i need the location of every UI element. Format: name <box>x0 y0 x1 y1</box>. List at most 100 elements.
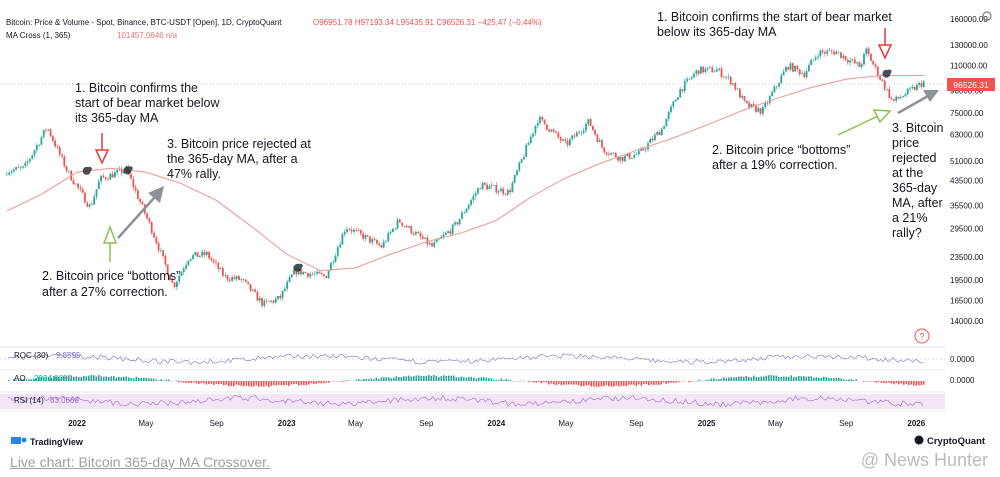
price-candle <box>38 144 40 146</box>
annotation-right-1-line-1: 1. Bitcoin confirms the start of bear ma… <box>657 10 892 24</box>
price-candle <box>920 83 923 87</box>
ao-bar <box>455 377 458 381</box>
price-candle <box>713 71 716 73</box>
ao-bar <box>138 377 140 381</box>
price-candle <box>771 92 773 97</box>
ao-bar <box>880 381 883 383</box>
price-candle <box>355 229 358 231</box>
price-candle <box>467 204 470 209</box>
price-candle <box>759 108 762 114</box>
ao-bar <box>450 375 453 381</box>
ao-bar <box>313 381 315 384</box>
price-candle <box>897 96 900 99</box>
ao-bar <box>788 376 790 381</box>
ao-bar <box>573 381 575 385</box>
ao-bar <box>93 375 95 381</box>
price-candle <box>706 67 709 69</box>
price-candle <box>366 235 369 237</box>
price-candle <box>564 139 567 141</box>
price-candle <box>867 48 870 55</box>
ao-bar <box>908 381 910 386</box>
ao-bar <box>423 376 425 381</box>
ao-bar <box>503 380 505 381</box>
ao-bar <box>903 381 905 385</box>
y-tick-label: 23500.00 <box>950 253 984 262</box>
caption-link[interactable]: Live chart: Bitcoin 365-day MA Crossover… <box>10 454 270 470</box>
price-candle <box>357 230 360 231</box>
price-candle <box>463 212 466 214</box>
ao-bar <box>293 381 295 385</box>
ao-bar <box>105 376 108 381</box>
ao-bar <box>475 378 478 381</box>
price-candle <box>412 233 415 235</box>
y-tick-label: 19500.00 <box>950 276 984 285</box>
price-candle <box>764 103 767 108</box>
price-candle <box>74 183 77 185</box>
ao-bar <box>853 380 855 381</box>
ao-bar <box>795 376 798 381</box>
ao-bar <box>813 377 815 381</box>
ao-bar <box>90 375 93 381</box>
price-candle <box>562 139 564 141</box>
ao-bar <box>810 376 813 381</box>
ao-bar <box>695 381 698 382</box>
y-tick-label: 63000.00 <box>950 131 984 140</box>
price-candle <box>555 131 557 133</box>
info-icon[interactable] <box>914 328 930 344</box>
price-candle <box>693 73 695 78</box>
y-tick-label: 16500.00 <box>950 297 984 306</box>
ao-bar <box>445 375 448 381</box>
ao-bar <box>53 376 55 381</box>
price-candle <box>353 229 355 232</box>
ao-bar <box>303 381 305 385</box>
ao-bar <box>773 375 775 381</box>
settings-icon[interactable] <box>982 11 992 21</box>
ao-bar <box>363 379 365 381</box>
ao-bar <box>805 376 808 381</box>
ao-bar <box>580 381 583 387</box>
ao-bar <box>620 381 623 386</box>
ao-bar <box>13 379 15 381</box>
price-candle <box>513 175 516 183</box>
price-candle <box>624 156 626 162</box>
ao-bar <box>650 381 653 385</box>
ao-bar <box>78 377 80 381</box>
price-candle <box>734 83 737 90</box>
ao-bar <box>745 376 748 381</box>
ao-bar <box>70 375 73 381</box>
price-candle <box>614 153 617 158</box>
ao-bar <box>885 381 888 384</box>
price-candle <box>293 268 295 275</box>
price-candle <box>178 276 181 282</box>
x-tick-label: Sep <box>839 419 854 428</box>
price-candle <box>187 260 190 265</box>
price-candle <box>263 300 266 306</box>
price-candle <box>343 231 346 235</box>
price-candle <box>596 134 599 142</box>
ao-bar <box>553 381 555 385</box>
price-candle <box>256 291 259 301</box>
price-candle <box>778 83 780 87</box>
price-candle <box>552 129 555 132</box>
ao-bar <box>375 377 378 381</box>
price-candle <box>548 129 551 132</box>
price-candle <box>378 243 380 246</box>
ao-bar <box>568 381 570 385</box>
price-candle <box>134 187 137 191</box>
ao-bar <box>340 381 343 382</box>
price-candle <box>837 51 840 53</box>
price-candle <box>470 200 472 205</box>
price-candle <box>313 273 316 275</box>
ao-bar <box>688 381 690 382</box>
annotation-right-2-line-2: after a 19% correction. <box>712 158 838 172</box>
price-candle <box>656 131 659 135</box>
price-candle <box>870 54 872 61</box>
annotation-right-3-line: 365-day <box>892 181 938 195</box>
ao-bar <box>530 381 533 382</box>
price-candle <box>173 282 176 287</box>
price-candle <box>663 126 665 129</box>
ao-bar <box>30 379 33 381</box>
price-candle <box>587 119 590 125</box>
price-tag: 96526.31 <box>953 80 989 90</box>
price-candle <box>405 225 408 228</box>
